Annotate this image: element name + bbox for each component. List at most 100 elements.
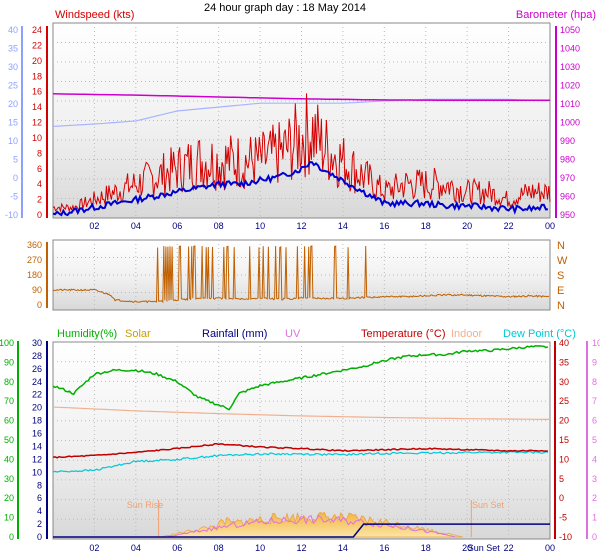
y-tick-label: 1010	[560, 99, 580, 109]
y-tick-label: 2	[37, 195, 42, 205]
series-wind-average	[52, 161, 548, 217]
y-tick-label: 180	[27, 270, 42, 280]
series-rainfall	[53, 523, 550, 538]
y-tick-label: 360	[27, 240, 42, 250]
series-wind-gust	[52, 98, 551, 127]
y-tick-label: 1	[592, 513, 597, 523]
y-tick-label: 970	[560, 173, 575, 183]
y-tick-label: 1020	[560, 81, 580, 91]
y-tick-label: 35	[8, 44, 18, 54]
dewpoint-label: Dew Point (°C)	[503, 328, 576, 340]
y-tick-label: 90	[4, 357, 14, 367]
y-tick-label: 7	[592, 396, 597, 406]
y-tick-label: 22	[32, 40, 42, 50]
y-tick-label: 3	[592, 474, 597, 484]
series-wind-direction	[52, 245, 550, 304]
y-tick-label: 0	[13, 173, 18, 183]
series-barometer	[52, 93, 550, 102]
y-tick-label: 40	[559, 338, 569, 348]
series-dewpoint	[52, 450, 549, 473]
y-tick-label: 14	[32, 102, 42, 112]
climate-grid	[53, 342, 550, 539]
y-tick-label: -5	[10, 192, 18, 202]
y-tick-label: 90	[32, 285, 42, 295]
climate-x-axis: 02 04 06 08 10 12 14 16 18 20 22 00 Sun Set	[89, 543, 555, 553]
direction-axis-deg: 360 270 180 90 0	[27, 240, 48, 310]
y-tick-label: 4	[37, 506, 42, 516]
y-tick-label: 40	[4, 454, 14, 464]
y-tick-label: 2	[37, 519, 42, 529]
humidity-unit-label: (%)	[100, 328, 117, 340]
y-tick-label: 24	[32, 25, 42, 35]
y-tick-label: 990	[560, 136, 575, 146]
y-tick-label: 1030	[560, 62, 580, 72]
x-tick-label: 10	[255, 221, 265, 231]
y-tick-label: 20	[559, 416, 569, 426]
y-tick-label: 0	[37, 532, 42, 542]
y-tick-label: 6	[37, 493, 42, 503]
x-tick-label: 04	[131, 221, 141, 231]
x-tick-label: 20	[462, 543, 472, 553]
wind-axis-outer: 40 35 30 25 20 15 10 5 0 -5 -10	[5, 25, 23, 220]
wind-x-axis: 02 04 06 08 10 12 14 16 18 20 22 00	[89, 221, 555, 231]
uv-label: UV	[285, 328, 301, 340]
y-tick-label: 15	[8, 118, 18, 128]
x-tick-label: 04	[131, 543, 141, 553]
barometer-axis: 1050 1040 1030 1020 1010 1000 990 980 970 960 950	[555, 25, 580, 220]
y-tick-label: E	[557, 285, 564, 297]
y-tick-label: 12	[32, 454, 42, 464]
y-tick-label: 16	[32, 429, 42, 439]
y-tick-label: 10	[32, 467, 42, 477]
page-title: 24 hour graph day : 18 May 2014	[204, 2, 366, 14]
y-tick-label: 16	[32, 87, 42, 97]
y-tick-label: 30	[32, 338, 42, 348]
y-tick-label: 4	[37, 179, 42, 189]
y-tick-label: 270	[27, 255, 42, 265]
x-tick-label: 02	[89, 543, 99, 553]
humidity-label: Humidity	[57, 328, 100, 340]
x-tick-label: 08	[214, 543, 224, 553]
series-temperature	[52, 443, 548, 459]
rainfall-label: Rainfall (mm)	[202, 328, 267, 340]
x-tick-label: 12	[296, 543, 306, 553]
x-tick-label: 16	[379, 221, 389, 231]
direction-series	[52, 245, 550, 304]
sun-rise-label: Sun Rise	[127, 500, 164, 510]
y-tick-label: 14	[32, 441, 42, 451]
y-tick-label: 18	[32, 71, 42, 81]
direction-grid	[53, 240, 550, 310]
y-tick-label: 4	[592, 454, 597, 464]
x-tick-label: 14	[338, 543, 348, 553]
y-tick-label: -5	[559, 513, 567, 523]
temperature-axis: 40 35 30 25 20 15 10 5 0 -5 -10	[554, 338, 572, 542]
y-tick-label: 10	[8, 136, 18, 146]
y-tick-label: 1040	[560, 44, 580, 54]
y-tick-label: 28	[32, 351, 42, 361]
y-tick-label: 1000	[560, 118, 580, 128]
x-tick-label: 08	[214, 221, 224, 231]
y-tick-label: 0	[592, 532, 597, 542]
x-tick-label: 06	[172, 543, 182, 553]
y-tick-label: 20	[32, 56, 42, 66]
y-tick-label: 12	[32, 118, 42, 128]
y-tick-label: 25	[559, 396, 569, 406]
y-tick-label: 6	[37, 164, 42, 174]
y-tick-label: 0	[9, 532, 14, 542]
y-tick-label: 5	[592, 435, 597, 445]
y-tick-label: 30	[8, 62, 18, 72]
y-tick-label: 100	[0, 338, 14, 348]
y-tick-label: 980	[560, 155, 575, 165]
y-tick-label: 5	[559, 474, 564, 484]
x-tick-label: 12	[296, 221, 306, 231]
indoor-label: Indoor	[451, 328, 483, 340]
y-tick-label: 24	[32, 377, 42, 387]
y-tick-label: 0	[37, 210, 42, 220]
y-tick-label: 0	[559, 493, 564, 503]
y-tick-label: 18	[32, 416, 42, 426]
y-tick-label: W	[557, 255, 568, 267]
